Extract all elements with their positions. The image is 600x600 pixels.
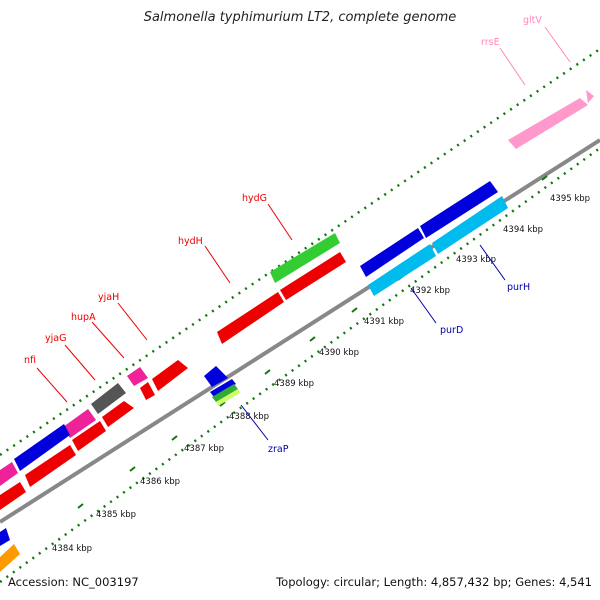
gene-label-purH[interactable]: purH: [507, 282, 530, 293]
upper-tick-line: [0, 47, 600, 457]
tick-label: 4394 kbp: [503, 225, 543, 235]
leader-lines: [36, 26, 571, 441]
tick-label: 4385 kbp: [96, 510, 136, 520]
gene-arrow: [216, 389, 240, 406]
gene-label-hupA[interactable]: hupA: [71, 312, 96, 323]
tick-label: 4389 kbp: [274, 379, 314, 389]
gene-arrow: [204, 366, 228, 387]
tick-labels: 4384 kbp 4385 kbp 4386 kbp 4387 kbp 4388…: [52, 194, 590, 554]
forward-genes: [0, 90, 594, 510]
tick-label: 4391 kbp: [364, 317, 404, 327]
map-title: Salmonella typhimurium LT2, complete gen…: [143, 10, 457, 25]
gene-label-yjaG[interactable]: yjaG: [45, 333, 66, 344]
topology-text: Topology: circular; Length: 4,857,432 bp…: [276, 575, 592, 589]
gene-arrow: [14, 424, 70, 471]
gene-label-zraP[interactable]: zraP: [268, 444, 289, 455]
lower-tick-line: [0, 146, 600, 584]
reverse-genes: [0, 181, 508, 572]
gene-arrow: [127, 367, 148, 386]
gene-arrow: [152, 360, 188, 391]
gene-arrow: [432, 196, 508, 254]
gene-arrow: [0, 528, 10, 546]
gene-arrow: [0, 462, 18, 486]
tick-label: 4393 kbp: [456, 255, 496, 265]
gene-arrow: [140, 382, 155, 400]
tick-label: 4390 kbp: [319, 348, 359, 358]
gene-arrow: [280, 252, 346, 300]
gene-arrow: [360, 228, 424, 277]
gene-label-yjaH[interactable]: yjaH: [98, 292, 119, 303]
tick-label: 4387 kbp: [184, 444, 224, 454]
tick-label: 4395 kbp: [550, 194, 590, 204]
gene-arrow: [586, 90, 594, 103]
gene-arrow: [91, 383, 126, 414]
gene-arrow: [72, 421, 106, 451]
gene-label-gltV[interactable]: gltV: [523, 15, 542, 26]
gene-label-purD[interactable]: purD: [440, 325, 463, 336]
tick-label: 4384 kbp: [52, 544, 92, 554]
gene-label-rrsE[interactable]: rrsE: [481, 37, 500, 48]
tick-label: 4392 kbp: [410, 286, 450, 296]
gene-arrow: [508, 98, 588, 149]
gene-arrow: [270, 233, 340, 283]
gene-arrow: [25, 445, 76, 487]
gene-label-nfi[interactable]: nfi: [24, 355, 36, 366]
gene-arrow: [210, 379, 236, 397]
genome-backbone: [0, 138, 600, 524]
gene-arrow: [102, 401, 134, 427]
tick-label: 4388 kbp: [229, 412, 269, 422]
gene-labels: nfi yjaG hupA yjaH hydH hydG rrsE gltV z…: [24, 15, 542, 455]
gene-arrow: [212, 384, 238, 402]
accession-text: Accession: NC_003197: [8, 575, 139, 589]
gene-arrow: [0, 544, 20, 572]
gene-arrow: [63, 409, 96, 438]
gene-arrow: [368, 244, 436, 296]
tick-label: 4386 kbp: [140, 477, 180, 487]
gene-arrow: [0, 482, 26, 510]
gene-label-hydG[interactable]: hydG: [242, 193, 267, 204]
gene-arrow: [217, 292, 284, 344]
gene-arrow: [420, 181, 498, 238]
gene-label-hydH[interactable]: hydH: [178, 236, 203, 247]
